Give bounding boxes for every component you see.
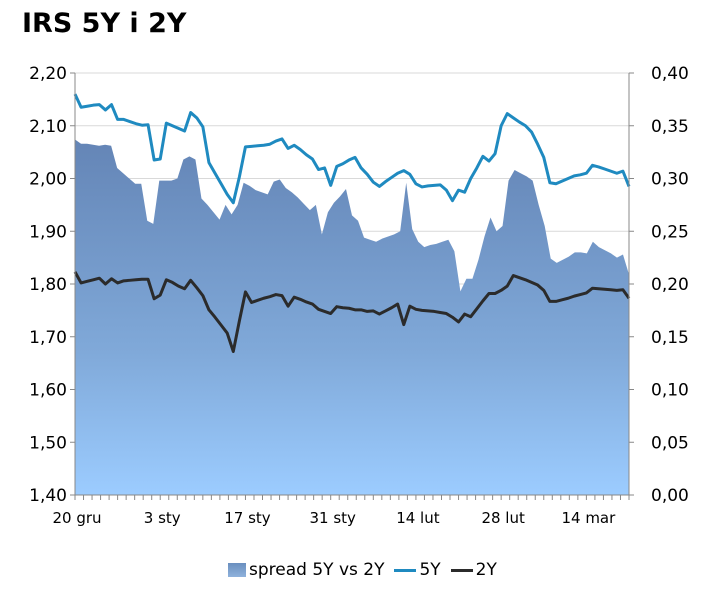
right-tick-label: 0,00 (651, 486, 689, 506)
left-tick-label: 1,90 (29, 222, 67, 242)
left-tick-label: 1,70 (29, 328, 67, 348)
left-tick-label: 1,50 (29, 433, 67, 453)
legend-label-5y: 5Y (419, 560, 441, 580)
x-tick-label: 31 sty (309, 509, 356, 527)
x-tick-label: 17 sty (224, 509, 271, 527)
left-tick-label: 2,20 (29, 64, 67, 84)
series-line-2y (73, 271, 631, 354)
right-axis-ticks: 0,00 0,05 0,10 0,15 0,20 0,25 0,30 0,35 0,40 (629, 64, 689, 506)
x-tick-label: 3 sty (144, 509, 181, 527)
legend-swatch-2y (450, 568, 473, 572)
legend-label-spread: spread 5Y vs 2Y (249, 560, 385, 580)
legend-item-5y: 5Y (394, 560, 441, 580)
left-tick-label: 1,40 (29, 486, 67, 506)
left-tick-label: 1,80 (29, 275, 67, 295)
left-axis-ticks: 1,40 1,50 1,60 1,70 1,80 1,90 2,00 2,10 2,20 (29, 64, 75, 506)
right-tick-label: 0,05 (651, 433, 689, 453)
legend: spread 5Y vs 2Y 5Y 2Y (228, 560, 507, 580)
right-tick-label: 0,10 (651, 381, 689, 401)
x-axis-ticks: 20 gru 3 sty 17 sty 31 sty 14 lut 28 lut 14 ma… (52, 495, 630, 527)
legend-item-2y: 2Y (450, 560, 497, 580)
right-tick-label: 0,20 (651, 275, 689, 295)
series-line-5y (73, 93, 631, 205)
legend-swatch-5y (394, 568, 417, 572)
right-tick-label: 0,30 (651, 170, 689, 190)
left-tick-label: 2,00 (29, 170, 67, 190)
spread-area (75, 139, 629, 495)
left-tick-label: 1,60 (29, 381, 67, 401)
x-tick-label: 28 lut (481, 509, 525, 527)
legend-label-2y: 2Y (475, 560, 497, 580)
x-tick-label: 14 mar (561, 509, 616, 527)
x-tick-label: 14 lut (396, 509, 440, 527)
chart-title: IRS 5Y i 2Y (22, 8, 187, 39)
line-layer (73, 93, 631, 354)
right-tick-label: 0,15 (651, 328, 689, 348)
right-tick-label: 0,35 (651, 117, 689, 137)
x-tick-label: 20 gru (52, 509, 101, 527)
legend-item-spread: spread 5Y vs 2Y (228, 560, 384, 580)
spread-area-layer (75, 139, 629, 495)
left-tick-label: 2,10 (29, 117, 67, 137)
legend-swatch-spread (228, 563, 246, 577)
right-tick-label: 0,25 (651, 222, 689, 242)
right-tick-label: 0,40 (651, 64, 689, 84)
